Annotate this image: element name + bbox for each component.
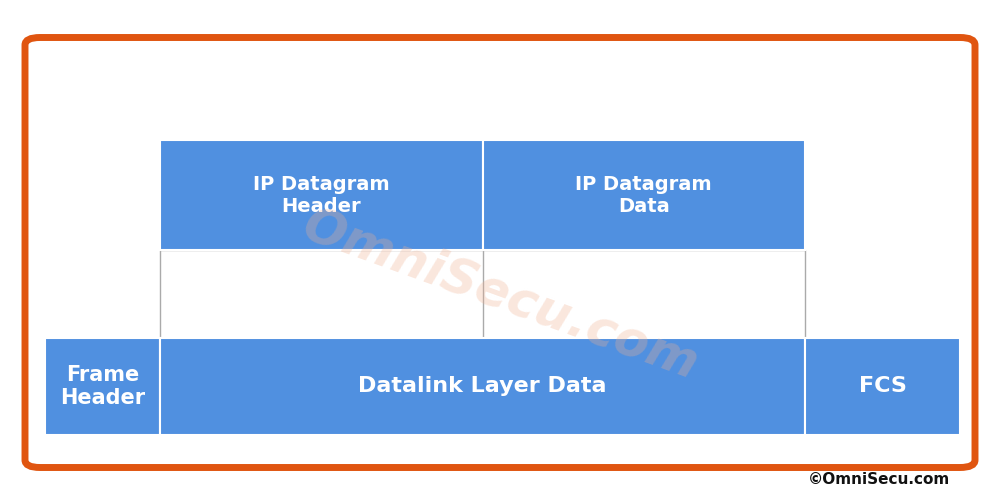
Bar [805, 338, 960, 435]
Bar [160, 338, 805, 435]
Bar [160, 250, 805, 338]
FancyBboxPatch shape [25, 38, 975, 468]
Text: Frame
Header: Frame Header [60, 364, 145, 408]
Bar [160, 140, 482, 250]
Text: FCS: FCS [859, 376, 906, 396]
Text: ©OmniSecu.com: ©OmniSecu.com [808, 472, 950, 488]
Text: IP Datagram
Header: IP Datagram Header [253, 174, 390, 216]
Text: OmniSecu.com: OmniSecu.com [296, 201, 704, 389]
Text: IP Datagram
Data: IP Datagram Data [575, 174, 712, 216]
Bar [482, 140, 805, 250]
Text: Datalink Layer Data: Datalink Layer Data [358, 376, 607, 396]
Bar [45, 338, 160, 435]
